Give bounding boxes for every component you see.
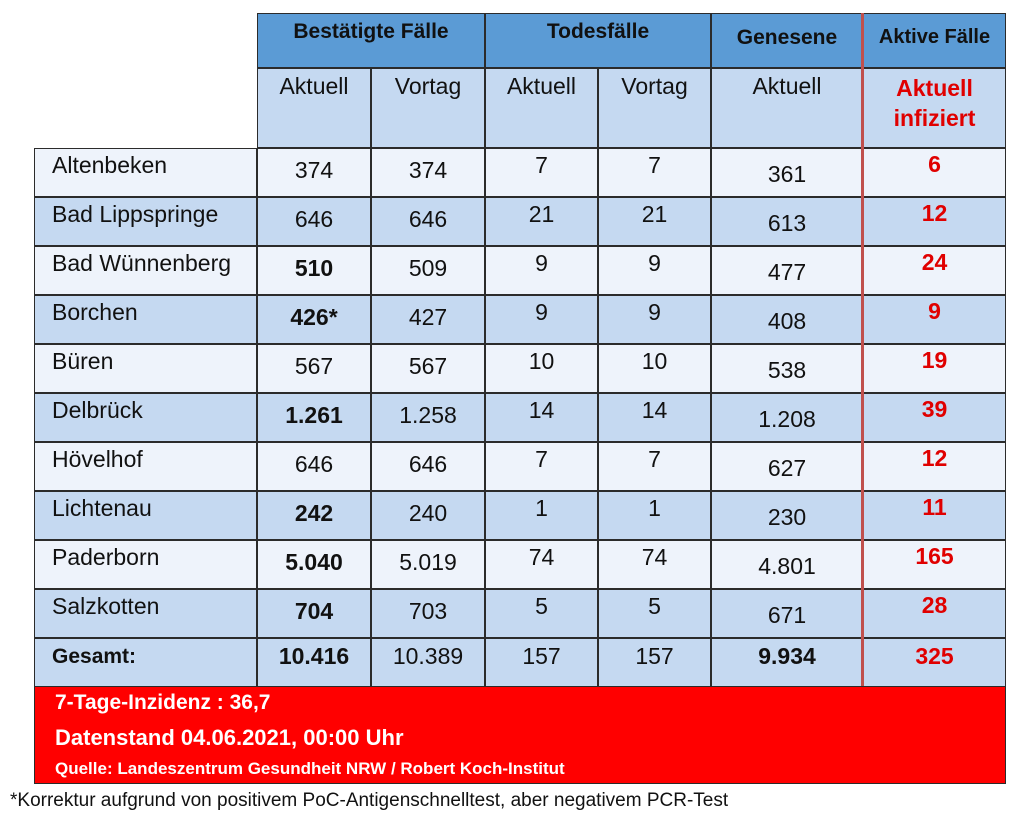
active-infected: 11 <box>863 491 1006 540</box>
confirmed-current: 426* <box>257 295 371 344</box>
deaths-previous: 9 <box>598 295 711 344</box>
confirmed-current: 242 <box>257 491 371 540</box>
confirmed-previous: 374 <box>371 148 485 197</box>
footnote: *Korrektur aufgrund von positivem PoC-An… <box>10 790 729 811</box>
confirmed-previous: 567 <box>371 344 485 393</box>
confirmed-previous: 509 <box>371 246 485 295</box>
active-infected: 19 <box>863 344 1006 393</box>
subheader-deaths-previous: Vortag <box>598 68 711 148</box>
recovered-current: 230 <box>711 491 863 540</box>
confirmed-current: 646 <box>257 442 371 491</box>
active-infected: 325 <box>863 638 1006 687</box>
deaths-current: 10 <box>485 344 598 393</box>
deaths-current: 74 <box>485 540 598 589</box>
active-infected: 12 <box>863 197 1006 246</box>
recovered-current: 408 <box>711 295 863 344</box>
recovered-current: 477 <box>711 246 863 295</box>
municipality-name: Gesamt: <box>34 638 257 687</box>
confirmed-previous: 10.389 <box>371 638 485 687</box>
confirmed-previous: 1.258 <box>371 393 485 442</box>
deaths-previous: 5 <box>598 589 711 638</box>
deaths-previous: 10 <box>598 344 711 393</box>
recovered-current: 9.934 <box>711 638 863 687</box>
confirmed-current: 510 <box>257 246 371 295</box>
deaths-previous: 21 <box>598 197 711 246</box>
deaths-current: 21 <box>485 197 598 246</box>
subheader-confirmed-current: Aktuell <box>257 68 371 148</box>
header-recovered: Genesene <box>711 13 863 68</box>
deaths-previous: 7 <box>598 148 711 197</box>
confirmed-current: 567 <box>257 344 371 393</box>
confirmed-current: 5.040 <box>257 540 371 589</box>
recovered-current: 361 <box>711 148 863 197</box>
municipality-name: Salzkotten <box>34 589 257 638</box>
active-infected: 9 <box>863 295 1006 344</box>
deaths-current: 7 <box>485 442 598 491</box>
deaths-current: 9 <box>485 246 598 295</box>
municipality-name: Hövelhof <box>34 442 257 491</box>
deaths-current: 14 <box>485 393 598 442</box>
confirmed-previous: 427 <box>371 295 485 344</box>
subheader-deaths-current: Aktuell <box>485 68 598 148</box>
incidence-text: 7-Tage-Inzidenz : 36,7 <box>55 691 271 714</box>
info-banner: 7-Tage-Inzidenz : 36,7 Datenstand 04.06.… <box>34 686 1006 784</box>
subheader-confirmed-previous: Vortag <box>371 68 485 148</box>
recovered-current: 671 <box>711 589 863 638</box>
active-infected: 39 <box>863 393 1006 442</box>
subheader-active: Aktuell infiziert <box>863 68 1006 148</box>
subheader-active-line1: Aktuell <box>896 75 973 101</box>
active-infected: 6 <box>863 148 1006 197</box>
timestamp-text: Datenstand 04.06.2021, 00:00 Uhr <box>55 725 404 750</box>
confirmed-previous: 646 <box>371 197 485 246</box>
confirmed-current: 10.416 <box>257 638 371 687</box>
municipality-name: Bad Lippspringe <box>34 197 257 246</box>
confirmed-current: 374 <box>257 148 371 197</box>
deaths-previous: 9 <box>598 246 711 295</box>
source-text: Quelle: Landeszentrum Gesundheit NRW / R… <box>55 759 565 778</box>
deaths-current: 157 <box>485 638 598 687</box>
deaths-current: 5 <box>485 589 598 638</box>
municipality-name: Borchen <box>34 295 257 344</box>
deaths-previous: 7 <box>598 442 711 491</box>
active-infected: 165 <box>863 540 1006 589</box>
confirmed-current: 1.261 <box>257 393 371 442</box>
confirmed-current: 704 <box>257 589 371 638</box>
municipality-name: Delbrück <box>34 393 257 442</box>
header-confirmed: Bestätigte Fälle <box>257 13 485 68</box>
confirmed-previous: 240 <box>371 491 485 540</box>
deaths-previous: 157 <box>598 638 711 687</box>
header-deaths: Todesfälle <box>485 13 711 68</box>
recovered-current: 538 <box>711 344 863 393</box>
municipality-name: Paderborn <box>34 540 257 589</box>
recovered-current: 1.208 <box>711 393 863 442</box>
deaths-previous: 74 <box>598 540 711 589</box>
active-infected: 12 <box>863 442 1006 491</box>
confirmed-previous: 646 <box>371 442 485 491</box>
deaths-previous: 14 <box>598 393 711 442</box>
municipality-name: Altenbeken <box>34 148 257 197</box>
subheader-active-line2: infiziert <box>893 105 976 131</box>
confirmed-previous: 703 <box>371 589 485 638</box>
header-active: Aktive Fälle <box>863 13 1006 68</box>
deaths-previous: 1 <box>598 491 711 540</box>
active-column-separator <box>861 13 864 686</box>
municipality-name: Bad Wünnenberg <box>34 246 257 295</box>
recovered-current: 613 <box>711 197 863 246</box>
deaths-current: 7 <box>485 148 598 197</box>
confirmed-current: 646 <box>257 197 371 246</box>
deaths-current: 1 <box>485 491 598 540</box>
municipality-name: Lichtenau <box>34 491 257 540</box>
deaths-current: 9 <box>485 295 598 344</box>
recovered-current: 627 <box>711 442 863 491</box>
active-infected: 28 <box>863 589 1006 638</box>
municipality-name: Büren <box>34 344 257 393</box>
confirmed-previous: 5.019 <box>371 540 485 589</box>
subheader-recovered-current: Aktuell <box>711 68 863 148</box>
recovered-current: 4.801 <box>711 540 863 589</box>
active-infected: 24 <box>863 246 1006 295</box>
